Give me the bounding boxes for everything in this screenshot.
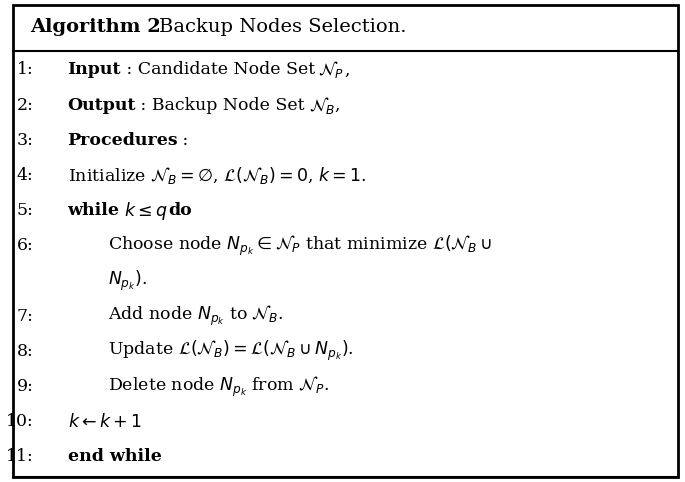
Text: 9:: 9: bbox=[16, 378, 34, 395]
Text: $N_{p_k})$.: $N_{p_k})$. bbox=[108, 269, 147, 293]
Text: do: do bbox=[169, 202, 192, 219]
Text: : Backup Node Set: : Backup Node Set bbox=[136, 96, 310, 114]
Text: $k \leq q$: $k \leq q$ bbox=[119, 200, 169, 222]
Text: Procedures: Procedures bbox=[68, 132, 178, 149]
Text: $\mathcal{N}_P$: $\mathcal{N}_P$ bbox=[319, 59, 345, 80]
Text: 3:: 3: bbox=[16, 132, 34, 149]
Text: 10:: 10: bbox=[6, 413, 34, 430]
Text: : Candidate Node Set: : Candidate Node Set bbox=[121, 61, 320, 79]
Text: 11:: 11: bbox=[6, 448, 34, 466]
Text: 7:: 7: bbox=[16, 308, 34, 325]
Text: Delete node $N_{p_k}$ from $\mathcal{N}_P$.: Delete node $N_{p_k}$ from $\mathcal{N}_… bbox=[108, 375, 329, 399]
Text: while: while bbox=[68, 202, 120, 219]
Text: Backup Nodes Selection.: Backup Nodes Selection. bbox=[159, 17, 407, 36]
FancyBboxPatch shape bbox=[13, 5, 678, 477]
Text: Update $\mathcal{L}(\mathcal{N}_B) = \mathcal{L}(\mathcal{N}_B \cup N_{p_k})$.: Update $\mathcal{L}(\mathcal{N}_B) = \ma… bbox=[108, 339, 354, 363]
Text: ,: , bbox=[344, 61, 349, 79]
Text: Output: Output bbox=[68, 96, 136, 114]
Text: Input: Input bbox=[68, 61, 121, 79]
Text: ,: , bbox=[335, 96, 340, 114]
Text: 5:: 5: bbox=[16, 202, 34, 219]
Text: Algorithm 2: Algorithm 2 bbox=[30, 17, 161, 36]
Text: Add node $N_{p_k}$ to $\mathcal{N}_B$.: Add node $N_{p_k}$ to $\mathcal{N}_B$. bbox=[108, 304, 284, 328]
Text: $k \leftarrow k + 1$: $k \leftarrow k + 1$ bbox=[68, 413, 142, 431]
Text: Initialize $\mathcal{N}_B = \emptyset$, $\mathcal{L}(\mathcal{N}_B) = 0$, $k = 1: Initialize $\mathcal{N}_B = \emptyset$, … bbox=[68, 165, 366, 186]
Text: :: : bbox=[177, 132, 188, 149]
Text: 6:: 6: bbox=[17, 237, 34, 254]
Text: 1:: 1: bbox=[17, 61, 34, 79]
Text: Choose node $N_{p_k} \in \mathcal{N}_P$ that minimize $\mathcal{L}(\mathcal{N}_B: Choose node $N_{p_k} \in \mathcal{N}_P$ … bbox=[108, 234, 493, 258]
Text: 2:: 2: bbox=[16, 96, 34, 114]
Text: end while: end while bbox=[68, 448, 162, 466]
Text: 8:: 8: bbox=[17, 343, 34, 360]
Text: $\mathcal{N}_B$: $\mathcal{N}_B$ bbox=[309, 94, 335, 116]
Text: 4:: 4: bbox=[17, 167, 34, 184]
